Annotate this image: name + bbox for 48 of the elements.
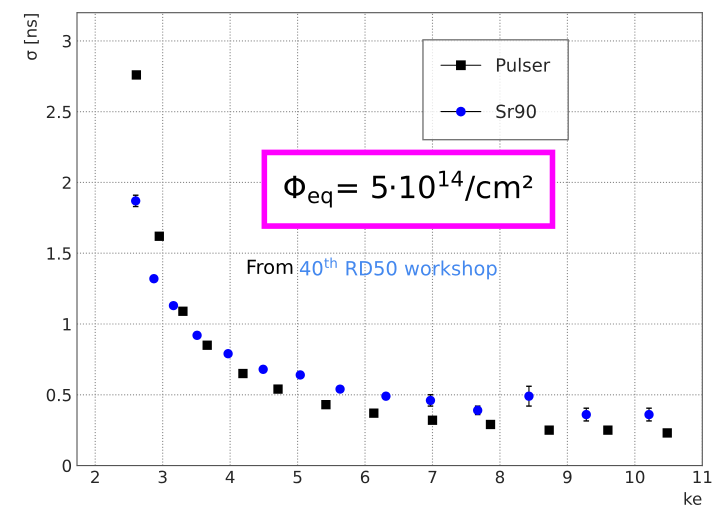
- point: [582, 410, 591, 420]
- point: [335, 384, 345, 394]
- x-tick-label: 4: [226, 470, 234, 484]
- point: [662, 428, 672, 438]
- point: [149, 274, 159, 284]
- x-tick-label: 9: [563, 470, 572, 484]
- y-tick-label: 0.5: [46, 388, 71, 402]
- y-tick-label: 2: [62, 176, 70, 189]
- point: [321, 400, 331, 410]
- y-tick-label: 1.5: [47, 247, 71, 260]
- x-tick-label: 2: [91, 470, 99, 484]
- point: [168, 300, 178, 310]
- y-tick-label: 0: [62, 459, 72, 472]
- point: [258, 364, 268, 374]
- point: [223, 349, 233, 358]
- point: [202, 340, 212, 350]
- point: [369, 408, 378, 418]
- point: [524, 392, 534, 401]
- point: [154, 232, 164, 241]
- x-axis-title: ke: [684, 492, 702, 505]
- point: [273, 384, 283, 394]
- point: [644, 410, 654, 420]
- x-tick-label: 3: [158, 470, 167, 484]
- point: [486, 420, 496, 430]
- y-tick-label: 1: [63, 318, 71, 330]
- point: [381, 392, 391, 401]
- point: [544, 425, 554, 435]
- x-tick-label: 10: [626, 470, 644, 484]
- x-tick-label: 6: [360, 470, 370, 484]
- point: [296, 370, 305, 380]
- annotation: Φ$_{eq}$= 5·10$^{14}$/cm²: [284, 170, 532, 208]
- point: [192, 330, 202, 340]
- x-tick-label: 8: [496, 470, 504, 484]
- x-tick-label: 7: [428, 470, 436, 484]
- legend-label: Pulser: [496, 58, 550, 72]
- y-tick-label: 3: [62, 34, 71, 48]
- legend-label: Sr90: [496, 104, 536, 118]
- point: [603, 425, 613, 435]
- y-tick-label: 2.5: [46, 106, 71, 118]
- annotation: 40$^{th}$ RD50 workshop: [300, 258, 497, 280]
- point: [428, 416, 438, 425]
- x-tick-label: 5: [294, 470, 302, 484]
- annotation: From: [248, 260, 292, 274]
- y-axis-title: σ [ns]: [24, 14, 39, 60]
- point: [132, 70, 142, 80]
- x-tick-label: 11: [694, 470, 712, 484]
- point: [178, 306, 188, 316]
- point: [238, 368, 248, 378]
